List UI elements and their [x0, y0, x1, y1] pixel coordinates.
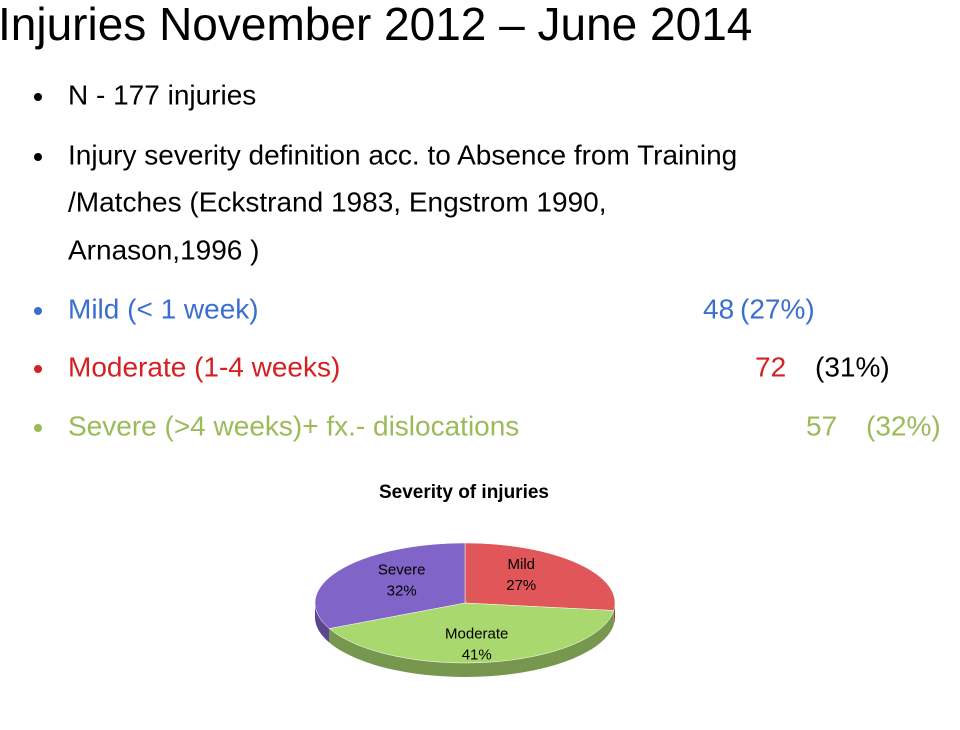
slice-label: Severe — [378, 561, 426, 578]
bullet-dot — [34, 153, 42, 161]
chart-title: Severity of injuries — [379, 482, 549, 503]
bullet-text: N - 177 injuries — [68, 79, 256, 110]
slice-value-label: 32% — [387, 582, 417, 599]
slice-value-label: 27% — [506, 577, 536, 594]
slice-label: Mild — [508, 556, 536, 573]
pie-side — [329, 610, 614, 677]
bullet-dot — [34, 93, 42, 101]
slide-title: Injuries November 2012 – June 2014 — [0, 0, 752, 50]
slice-label: Moderate — [445, 625, 508, 642]
pie-slice — [464, 542, 616, 611]
slice-value-label: 41% — [462, 646, 492, 663]
pie-side — [613, 603, 615, 625]
bullet-dot — [34, 307, 42, 315]
share: (32%) — [866, 410, 941, 441]
bullet-text: Arnason,1996 ) — [68, 234, 259, 265]
pie-slice — [314, 542, 466, 629]
bullet-text: Moderate (1-4 weeks) — [68, 351, 340, 382]
pie-chart: Mild 27% Moderate 41% Severe 32% — [314, 542, 616, 677]
bullet-dot — [34, 365, 42, 373]
count: 48 — [703, 293, 734, 324]
share: (31%) — [815, 351, 890, 382]
count: 57 — [806, 410, 837, 441]
bullet-text: Severe (>4 weeks)+ fx.- dislocations — [68, 410, 519, 441]
bullet-dot — [34, 424, 42, 432]
bullet-text: Mild (< 1 week) — [68, 293, 259, 324]
count: 72 — [755, 351, 786, 382]
bullet-text: Injury severity definition acc. to Absen… — [68, 139, 737, 170]
share: (27%) — [740, 293, 815, 324]
pie-slice — [328, 602, 615, 664]
bullet-text: /Matches (Eckstrand 1983, Engstrom 1990, — [68, 186, 607, 217]
pie-side — [315, 603, 330, 643]
